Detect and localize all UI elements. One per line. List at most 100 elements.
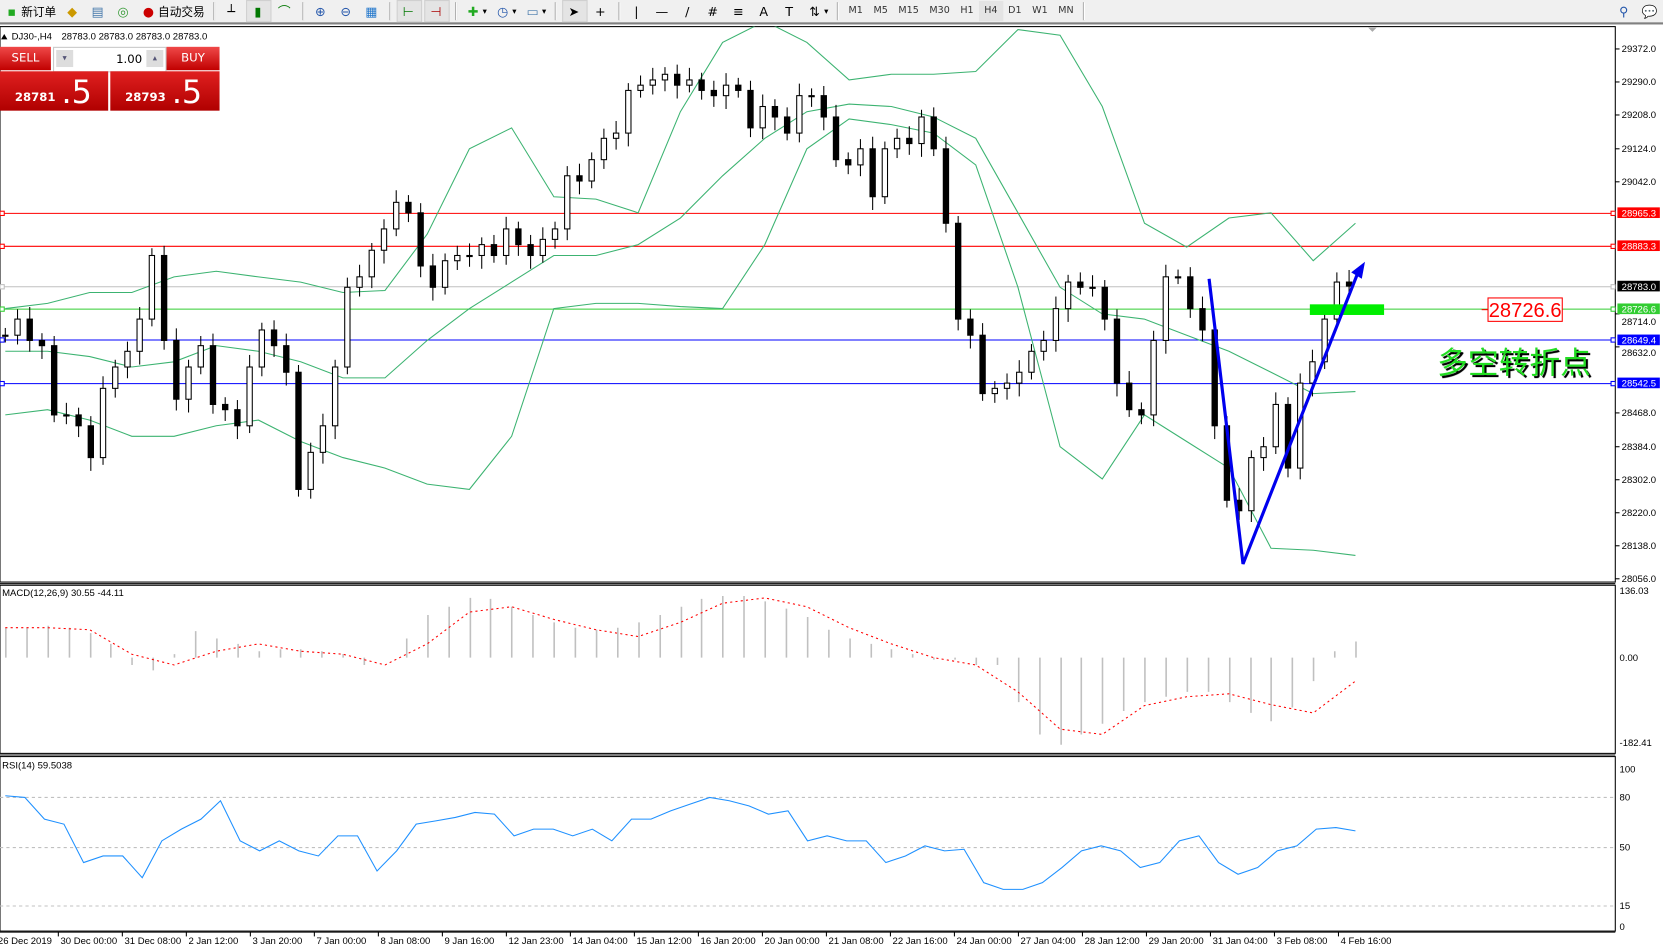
text-button[interactable]: A	[753, 1, 776, 21]
level-handle[interactable]	[0, 284, 5, 290]
v-reversal-trendline[interactable]	[1207, 267, 1362, 565]
buy-button[interactable]: BUY	[166, 46, 220, 71]
equidistant-channel-button[interactable]: #	[702, 1, 725, 21]
one-click-trading-panel: SELL ▾ 1.00 ▴ BUY 28781 .5 28793 .5	[0, 46, 220, 112]
level-badge[interactable]	[1617, 303, 1660, 315]
bull-candle	[893, 137, 901, 150]
level-handle[interactable]	[1610, 243, 1616, 249]
toolbar-separator	[389, 2, 392, 21]
bear-candle	[222, 403, 229, 411]
level-handle[interactable]	[1610, 284, 1616, 290]
increase-lot-icon[interactable]: ▴	[146, 50, 164, 68]
level-badge[interactable]	[1617, 240, 1660, 252]
bull-candle	[331, 366, 339, 427]
tile-windows-icon: ▦	[365, 3, 378, 19]
annotation-text[interactable]: 多空转折点	[1437, 345, 1591, 381]
tile-windows-button[interactable]: ▦	[361, 1, 384, 21]
bear-candle	[576, 175, 583, 182]
timeframe-m15[interactable]: M15	[898, 5, 919, 16]
search-button[interactable]: ⚲	[1613, 1, 1636, 21]
timeframe-m5[interactable]: M5	[873, 5, 888, 16]
buy-price[interactable]: 28793 .5	[110, 71, 220, 112]
level-badge[interactable]	[1617, 207, 1660, 219]
price-tick-label: 28138.0	[1622, 541, 1656, 552]
bull-candle	[441, 260, 449, 288]
navigator-button[interactable]: ▤	[87, 1, 110, 21]
bull-candle	[1028, 350, 1035, 373]
level-handle[interactable]	[0, 210, 5, 217]
cursor-button[interactable]: ➤	[562, 0, 588, 23]
bear-candle	[234, 409, 241, 427]
level-handle[interactable]	[0, 380, 5, 387]
decrease-lot-icon[interactable]: ▾	[56, 50, 74, 68]
lot-size-stepper[interactable]: ▾ 1.00 ▴	[53, 46, 167, 73]
candlestick-button[interactable]: ▮	[246, 0, 272, 23]
level-handle[interactable]	[0, 337, 5, 343]
timeframe-h1[interactable]: H1	[960, 5, 974, 16]
collapse-icon[interactable]	[1, 34, 8, 40]
level-badge-label: 28883.3	[1622, 241, 1656, 252]
periods-button[interactable]: ◷ ▾	[492, 1, 520, 21]
sell-price[interactable]: 28781 .5	[0, 71, 109, 111]
bar-chart-button[interactable]: ┴	[221, 1, 244, 21]
level-handle[interactable]	[0, 306, 5, 312]
auto-scroll-button[interactable]: ⊢	[396, 0, 423, 23]
signals-button[interactable]: ◎	[112, 1, 135, 21]
indicators-button[interactable]: ✚ ▾	[462, 1, 490, 21]
bear-candle	[160, 254, 168, 341]
auto-trading-button[interactable]: ● 自动交易	[138, 1, 208, 21]
chart-shift-marker-icon[interactable]	[1368, 27, 1377, 32]
timeframe-mn[interactable]: MN	[1058, 5, 1074, 16]
vertical-line-button[interactable]: |	[626, 1, 649, 21]
candles	[2, 64, 1353, 523]
price-label-box[interactable]	[1487, 297, 1563, 322]
new-order-button[interactable]: ▪ 新订单	[1, 1, 59, 21]
horizontal-line-button[interactable]: —	[651, 1, 674, 21]
time-tick-label: 4 Feb 16:00	[1341, 936, 1392, 946]
level-badge-label: 28726.6	[1622, 305, 1656, 316]
level-handle[interactable]	[1610, 380, 1616, 387]
timeframe-d1[interactable]: D1	[1008, 5, 1022, 16]
trendline-button[interactable]: /	[677, 1, 700, 21]
buy-price-fraction: .5	[171, 74, 203, 112]
price-axis[interactable]: 29372.0 29290.0 29208.0 29124.0 29042.0 28714…	[1615, 44, 1660, 585]
bear-candle	[1187, 276, 1194, 310]
bull-candle	[649, 79, 656, 86]
lot-size-input[interactable]: 1.00	[116, 52, 143, 66]
level-badge[interactable]	[1617, 334, 1660, 346]
level-handle[interactable]	[1610, 306, 1616, 312]
templates-button[interactable]: ▭ ▾	[522, 1, 550, 21]
sell-button[interactable]: SELL	[0, 46, 51, 71]
line-chart-button[interactable]: ⌒	[274, 1, 297, 21]
crosshair-button[interactable]: +	[590, 1, 613, 21]
timeframe-h4[interactable]: H4	[978, 1, 1003, 22]
time-tick-label: 3 Feb 08:00	[1277, 936, 1328, 946]
time-axis[interactable]: 26 Dec 2019 30 Dec 00:00 31 Dec 08:00 2 Jan…	[0, 932, 1391, 946]
zoom-out-button[interactable]: ⊖	[335, 1, 358, 21]
time-tick-label: 9 Jan 16:00	[444, 936, 494, 946]
auto-trading-label: 自动交易	[158, 4, 205, 19]
time-tick-label: 27 Jan 04:00	[1021, 936, 1076, 946]
horizontal-levels[interactable]	[0, 210, 1616, 387]
timeframe-m30[interactable]: M30	[929, 5, 950, 16]
level-handle[interactable]	[1610, 210, 1616, 217]
bull-candle	[502, 228, 510, 257]
chat-button[interactable]: 💬	[1639, 1, 1662, 21]
timeframe-m1[interactable]: M1	[848, 5, 863, 16]
fibonacci-button[interactable]: ≡	[728, 1, 751, 21]
level-badge[interactable]	[1617, 280, 1660, 292]
text-label-button[interactable]: T	[779, 1, 802, 21]
bull-candle	[588, 159, 595, 182]
bull-candle	[918, 116, 925, 145]
zoom-in-button[interactable]: ⊕	[310, 1, 333, 21]
market-watch-button[interactable]: ◆	[62, 1, 85, 21]
chat-icon: 💬	[1641, 3, 1658, 19]
timeframe-w1[interactable]: W1	[1032, 5, 1048, 16]
level-handle[interactable]	[1610, 337, 1616, 343]
arrows-button[interactable]: ⇅ ▾	[804, 1, 832, 21]
chart-shift-button[interactable]: ⊣	[424, 0, 450, 23]
pivot-zone-rectangle[interactable]	[1309, 304, 1385, 315]
level-handle[interactable]	[0, 243, 5, 249]
level-badge[interactable]	[1617, 377, 1660, 389]
